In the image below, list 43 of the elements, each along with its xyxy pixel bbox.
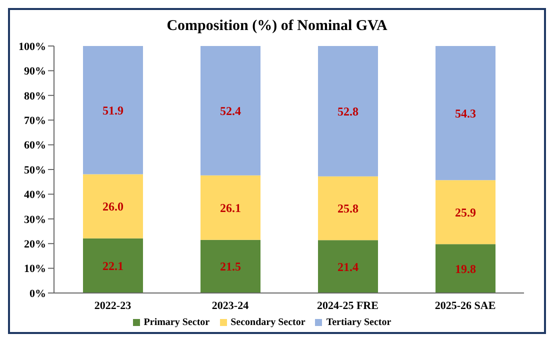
bar: [83, 174, 143, 238]
data-label: 52.8: [338, 104, 358, 118]
data-label: 26.0: [102, 200, 124, 214]
x-tick-label: 2025-26 SAE: [434, 300, 496, 312]
data-label: 21.4: [338, 260, 358, 274]
bar: [83, 46, 143, 174]
x-tick-label: 2024-25 FRE: [317, 300, 378, 312]
y-tick-label: 20%: [24, 238, 46, 251]
bar: [318, 176, 378, 240]
x-tick-label: 2023-24: [212, 300, 250, 312]
chart-title: Composition (%) of Nominal GVA: [166, 18, 388, 36]
bar: [436, 46, 496, 180]
data-label: 25.9: [455, 205, 476, 220]
data-label: 54.3: [455, 106, 476, 120]
y-tick-label: 70%: [24, 115, 46, 128]
bar: [200, 240, 260, 293]
bar: [200, 175, 260, 240]
bar: [318, 240, 378, 293]
bar: [436, 244, 496, 293]
data-label: 25.8: [338, 202, 358, 216]
y-tick-label: 100%: [18, 40, 46, 53]
data-label: 22.1: [102, 258, 124, 273]
data-label: 51.9: [102, 103, 124, 118]
bar: [200, 46, 260, 176]
data-label: 52.4: [220, 104, 241, 118]
legend-label: Tertiary Sector: [326, 317, 392, 328]
legend-label: Secondary Sector: [230, 317, 306, 328]
y-tick-label: 60%: [24, 140, 46, 152]
bar: [318, 46, 378, 176]
y-tick-label: 0%: [30, 288, 46, 300]
y-tick-label: 40%: [24, 189, 46, 202]
y-tick-label: 90%: [24, 66, 46, 78]
data-label: 26.1: [220, 200, 241, 215]
y-tick-label: 80%: [24, 90, 46, 102]
data-label: 21.5: [220, 260, 241, 274]
y-tick-label: 50%: [24, 164, 46, 176]
bar: [83, 238, 143, 293]
data-label: 19.8: [455, 262, 476, 276]
x-tick-label: 2022-23: [94, 300, 132, 312]
legend-label: Primary Sector: [144, 317, 210, 328]
bar: [436, 180, 496, 244]
y-tick-label: 10%: [24, 263, 46, 276]
y-tick-label: 30%: [24, 214, 46, 226]
